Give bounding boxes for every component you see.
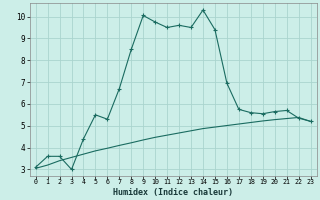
X-axis label: Humidex (Indice chaleur): Humidex (Indice chaleur) xyxy=(113,188,233,197)
